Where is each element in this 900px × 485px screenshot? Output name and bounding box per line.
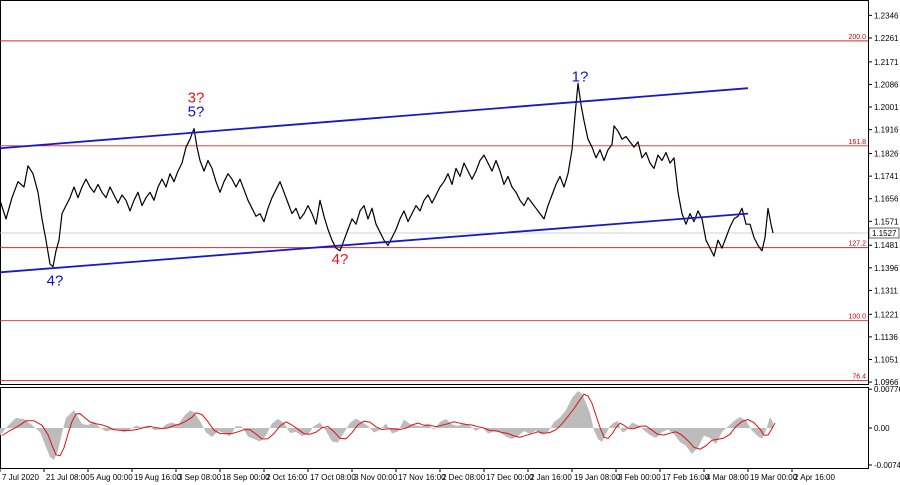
wave-label: 5? xyxy=(188,104,205,121)
price-tick-label: 1.1221 xyxy=(874,310,899,319)
time-tick-label: 17 Dec 00:00 xyxy=(486,473,534,482)
time-tick-label: 3 Nov 00:00 xyxy=(354,473,398,482)
channel-line-upper xyxy=(0,87,749,150)
price-tick-label: 1.0966 xyxy=(874,378,899,387)
time-axis: 7 Jul 2020 21 Jul 08:00 5 Aug 00:00 19 Aug … xyxy=(0,468,835,482)
time-tick-label: 2 Oct 16:00 xyxy=(266,473,308,482)
time-tick-label: 2 Dec 08:00 xyxy=(442,473,486,482)
price-panel: 1.2346 1.2261 1.2171 1.2086 1.2001 1.1916 1.18… xyxy=(0,0,900,387)
time-tick-label: 19 Aug 16:00 xyxy=(134,473,182,482)
wave-label: 3? xyxy=(188,90,205,107)
price-tick-label: 1.2086 xyxy=(874,80,899,89)
price-tick-label: 1.2001 xyxy=(874,103,899,112)
price-tick-label: 1.1136 xyxy=(874,333,898,342)
current-price-tag xyxy=(868,227,900,239)
fib-level-label: 161.8 xyxy=(848,139,866,146)
time-tick-label: 3 Feb 00:00 xyxy=(618,473,661,482)
time-tick-label: 18 Sep 00:00 xyxy=(222,473,270,482)
time-tick-label: 5 Aug 00:00 xyxy=(90,473,133,482)
price-tick-label: 1.2261 xyxy=(874,34,899,43)
time-tick-label: 17 Oct 08:00 xyxy=(310,473,356,482)
price-tick-label: 1.1051 xyxy=(874,355,899,364)
time-tick-label: 3 Sep 08:00 xyxy=(178,473,222,482)
time-tick-label: 2 Apr 16:00 xyxy=(794,473,835,482)
time-tick-label: 17 Feb 16:00 xyxy=(662,473,710,482)
wave-label: 4? xyxy=(47,272,64,289)
price-tick-label: 1.1656 xyxy=(874,195,899,204)
time-tick-label: 4 Mar 08:00 xyxy=(706,473,749,482)
price-tick-label: 1.1826 xyxy=(874,150,899,159)
oscillator-tick-label: 0.00 xyxy=(874,424,890,433)
time-tick-label: 21 Jul 08:00 xyxy=(46,473,90,482)
price-line xyxy=(0,82,774,268)
channel-line-lower xyxy=(0,212,749,274)
fib-level-label: 100.0 xyxy=(848,314,866,321)
price-tick-label: 1.1396 xyxy=(874,264,899,273)
fib-level-label: 127.2 xyxy=(848,241,866,248)
wave-label: 4? xyxy=(332,251,349,268)
price-tick-label: 1.1481 xyxy=(874,241,899,250)
price-tick-label: 1.2171 xyxy=(874,58,899,67)
time-tick-label: 19 Jan 08:00 xyxy=(574,473,621,482)
oscillator-tick-label: 0.00776 xyxy=(874,385,900,394)
time-tick-label: 7 Jul 2020 xyxy=(2,473,39,482)
price-tick-label: 1.2346 xyxy=(874,11,899,20)
price-tick-label: 1.1311 xyxy=(874,286,898,295)
oscillator-signal-line xyxy=(1,393,776,457)
fib-level-label: 76.4 xyxy=(852,373,866,380)
time-tick-label: 17 Nov 16:00 xyxy=(398,473,446,482)
price-tick-label: 1.1741 xyxy=(874,172,899,181)
current-price-label: 1.1527 xyxy=(872,229,897,238)
time-tick-label: 2 Jan 16:00 xyxy=(530,473,572,482)
price-panel-frame xyxy=(0,0,869,385)
oscillator-histogram xyxy=(0,391,773,460)
oscillator-panel: 0.00776 0.00 -0.0074 xyxy=(0,385,900,470)
wave-label: 1? xyxy=(572,68,589,85)
oscillator-tick-label: -0.0074 xyxy=(874,461,900,470)
time-tick-label: 19 Mar 00:00 xyxy=(750,473,798,482)
fib-level-label: 200.0 xyxy=(848,34,866,41)
price-tick-label: 1.1916 xyxy=(874,126,899,135)
price-tick-label: 1.1571 xyxy=(874,217,899,226)
